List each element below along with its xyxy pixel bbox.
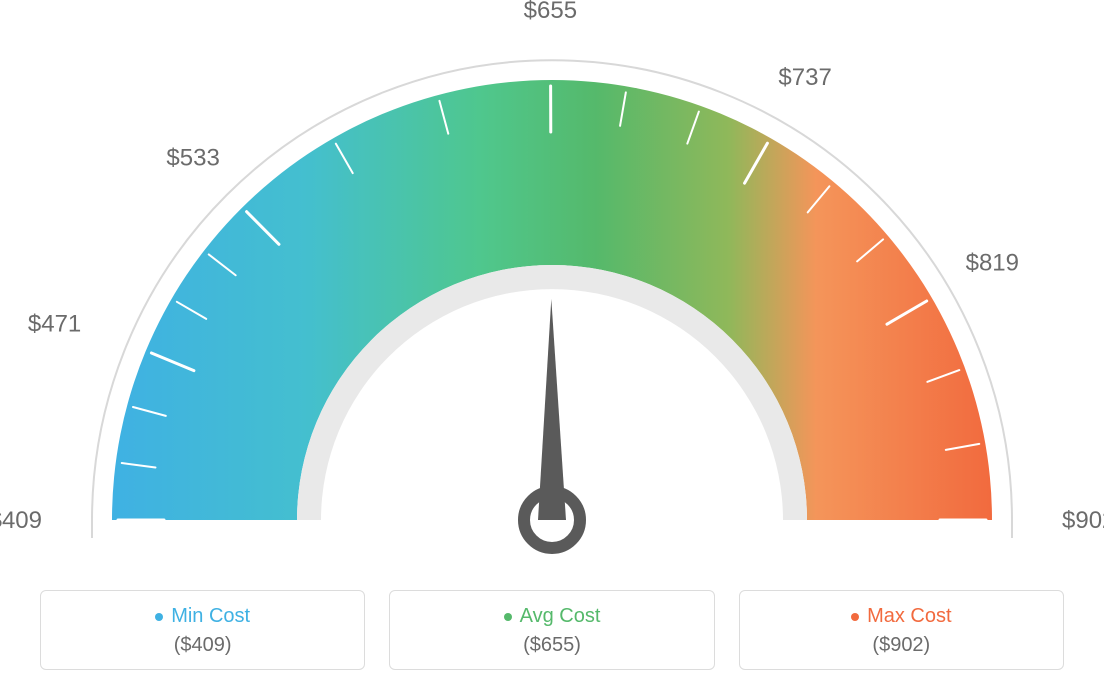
legend-label-avg: Avg Cost [520, 605, 601, 628]
legend-row: Min Cost ($409) Avg Cost ($655) Max Cost… [40, 590, 1064, 670]
legend-card-max: Max Cost ($902) [739, 590, 1064, 670]
cost-gauge-container: $409 $471 $533 $655 $737 $819 $902 Min Cost ($… [0, 0, 1104, 690]
svg-text:$471: $471 [28, 311, 81, 338]
legend-value-min: ($409) [51, 634, 354, 657]
legend-card-avg: Avg Cost ($655) [389, 590, 714, 670]
legend-label-min: Min Cost [171, 605, 250, 628]
gauge-svg: $409 $471 $533 $655 $737 $819 $902 [0, 0, 1104, 570]
legend-title-min: Min Cost [155, 605, 250, 628]
legend-value-max: ($902) [750, 634, 1053, 657]
legend-label-max: Max Cost [867, 605, 951, 628]
legend-title-max: Max Cost [851, 605, 951, 628]
svg-text:$655: $655 [524, 0, 577, 24]
svg-text:$902: $902 [1062, 507, 1104, 534]
legend-title-avg: Avg Cost [504, 605, 601, 628]
legend-value-avg: ($655) [400, 634, 703, 657]
svg-text:$409: $409 [0, 507, 42, 534]
svg-text:$819: $819 [966, 250, 1019, 277]
svg-text:$737: $737 [778, 64, 831, 91]
legend-dot-min [155, 613, 163, 621]
legend-dot-avg [504, 613, 512, 621]
legend-card-min: Min Cost ($409) [40, 590, 365, 670]
gauge-chart: $409 $471 $533 $655 $737 $819 $902 [0, 0, 1104, 570]
svg-text:$533: $533 [166, 145, 219, 172]
legend-dot-max [851, 613, 859, 621]
